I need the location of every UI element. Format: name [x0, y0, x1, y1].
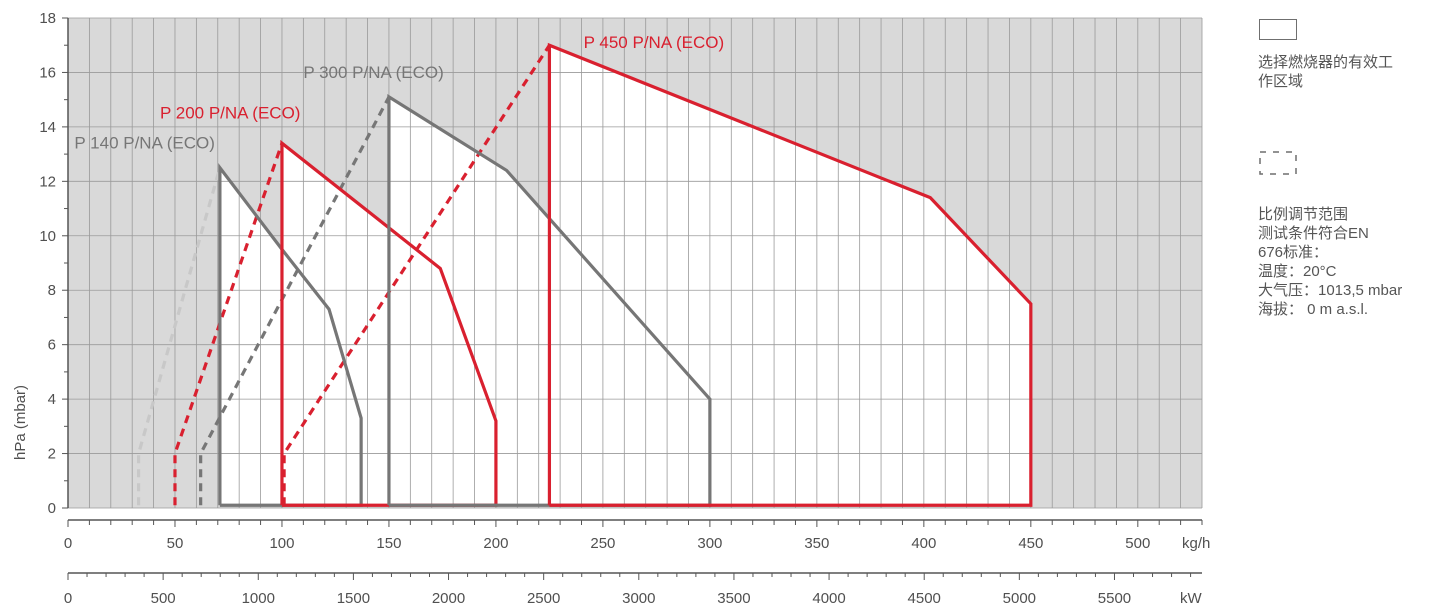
modulation-dashed-line: [173, 142, 284, 506]
y-axis-label: hPa (mbar): [12, 385, 29, 460]
x-kgh-tick-label: 450: [1018, 535, 1043, 552]
x-kw-tick-label: 2000: [432, 590, 465, 607]
x-kw-tick-label: 3500: [717, 590, 750, 607]
y-tick-label: 4: [48, 391, 56, 408]
legend-solid-line: 作区域: [1258, 73, 1304, 90]
legend-solid: 选择燃烧器的有效工 作区域: [1258, 53, 1393, 91]
x-kw-tick-label: 5500: [1098, 590, 1131, 607]
x-kw-tick-label: 4000: [812, 590, 845, 607]
x-kgh-tick-label: 500: [1125, 535, 1150, 552]
x-kw-tick-label: 500: [151, 590, 176, 607]
working-area-fill: [549, 45, 1031, 506]
x-kw-tick-label: 0: [64, 590, 72, 607]
working-area-outline: [547, 42, 1033, 507]
x-kgh-tick-label: 100: [269, 535, 294, 552]
legend-dashed-line: 比例调节范围: [1258, 206, 1349, 223]
x-kgh-tick-label: 350: [804, 535, 829, 552]
series-label: P 300 P/NA (ECO): [303, 63, 443, 82]
series-labels: P 140 P/NA (ECO) P 200 P/NA (ECO) P 300 P/…: [74, 33, 724, 153]
x-kgh-tick-label: 200: [483, 535, 508, 552]
legend-dashed-line: 测试条件符合EN: [1258, 225, 1369, 242]
x-kw-tick-label: 4500: [908, 590, 941, 607]
legend-dashed: 比例调节范围测试条件符合EN 676标准： 温度：20°C 大气压：1013,5 mb…: [1258, 205, 1402, 319]
y-tick-label: 0: [48, 500, 56, 517]
legend-solid-line: 选择燃烧器的有效工: [1258, 54, 1394, 71]
y-tick-label: 16: [39, 64, 56, 81]
series-label: P 450 P/NA (ECO): [584, 33, 724, 52]
modulation-dashed-line: [137, 167, 222, 506]
x-kgh-tick-label: 300: [697, 535, 722, 552]
x-kw-unit: kW: [1180, 590, 1203, 607]
x-kw-tick-label: 5000: [1003, 590, 1036, 607]
legend-dashed-icon: [1259, 151, 1297, 175]
legend-solid-icon: [1259, 19, 1297, 40]
y-tick-label: 2: [48, 446, 56, 463]
y-tick-label: 6: [48, 337, 56, 354]
legend-dashed-line: 大气压：1013,5 mbar: [1258, 282, 1403, 299]
x-kgh-tick-label: 150: [376, 535, 401, 552]
legend-dashed-line: 海拔： 0 m a.s.l.: [1258, 301, 1369, 318]
modulation-dashed-line: [282, 44, 551, 506]
y-tick-label: 8: [48, 282, 56, 299]
x-kgh-unit: kg/h: [1182, 535, 1210, 552]
y-tick-label: 18: [39, 10, 56, 27]
y-tick-label: 12: [39, 173, 56, 190]
x-kw-tick-label: 1500: [337, 590, 370, 607]
legend-dashed-line: 676标准：: [1258, 244, 1329, 261]
grid: [67, 17, 1203, 509]
y-tick-label: 10: [39, 228, 56, 245]
x-kgh-tick-label: 0: [64, 535, 72, 552]
x-kw-tick-label: 2500: [527, 590, 560, 607]
x-kw-tick-label: 1000: [242, 590, 275, 607]
y-tick-label: 14: [39, 119, 56, 136]
series-label: P 140 P/NA (ECO): [74, 134, 214, 153]
working-area-outlines: [218, 42, 1033, 507]
x-kgh-tick-label: 50: [167, 535, 184, 552]
modulation-dashed-line: [199, 96, 391, 506]
x-kgh-tick-label: 400: [911, 535, 936, 552]
x-kw-tick-label: 3000: [622, 590, 655, 607]
series-label: P 200 P/NA (ECO): [160, 104, 300, 123]
modulation-lines: [137, 44, 551, 506]
legend-dashed-line: 温度：20°C: [1258, 263, 1337, 280]
axes: 0 2 4 6 8 10 12 14 16 18 0 50 100 150 200 250 300 350 400 4…: [39, 10, 1210, 607]
x-kgh-tick-label: 250: [590, 535, 615, 552]
